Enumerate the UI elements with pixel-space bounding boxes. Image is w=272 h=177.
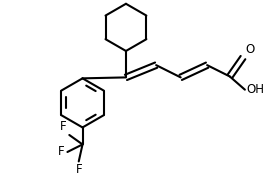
- Text: OH: OH: [247, 83, 265, 96]
- Text: F: F: [58, 145, 64, 158]
- Text: F: F: [60, 120, 66, 133]
- Text: O: O: [245, 43, 254, 56]
- Text: F: F: [75, 163, 82, 176]
